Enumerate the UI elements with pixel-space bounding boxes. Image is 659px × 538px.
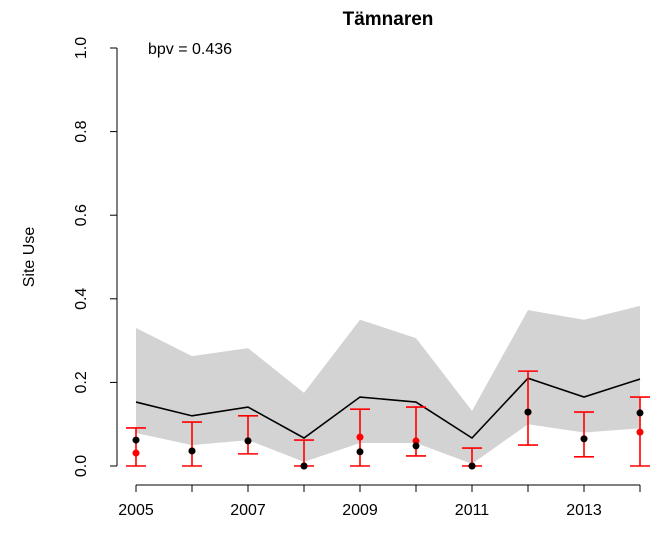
point <box>188 447 196 455</box>
y-tick-label: 1.0 <box>73 37 90 59</box>
point <box>132 449 140 457</box>
x-tick-label: 2005 <box>118 502 154 519</box>
point <box>580 435 588 443</box>
y-tick-label: 0.2 <box>73 371 90 393</box>
confidence-band <box>136 305 640 464</box>
y-tick-label: 0.8 <box>73 120 90 142</box>
point <box>468 462 476 470</box>
x-tick-label: 2007 <box>230 502 266 519</box>
point <box>412 437 420 445</box>
x-tick-label: 2013 <box>566 502 602 519</box>
x-tick-label: 2011 <box>455 502 490 519</box>
y-tick-label: 0.0 <box>73 455 90 477</box>
point <box>524 408 532 416</box>
error-bar <box>126 427 146 467</box>
point <box>412 442 420 450</box>
point <box>356 448 364 456</box>
point <box>300 462 308 470</box>
error-bar <box>518 370 538 446</box>
x-tick-label: 2009 <box>342 502 378 519</box>
annotation: bpv = 0.436 <box>148 41 232 58</box>
chart-title: Tämnaren <box>343 9 434 30</box>
error-bar <box>182 421 202 467</box>
point <box>356 433 364 441</box>
point <box>636 409 644 417</box>
line <box>135 377 641 440</box>
y-tick-label: 0.4 <box>73 288 90 310</box>
point <box>636 428 644 436</box>
y-axis-label: Site Use <box>21 227 38 288</box>
point <box>244 437 252 445</box>
error-bar <box>238 415 258 455</box>
error-bar <box>574 411 594 458</box>
y-tick-label: 0.6 <box>73 204 90 226</box>
point <box>132 436 140 444</box>
